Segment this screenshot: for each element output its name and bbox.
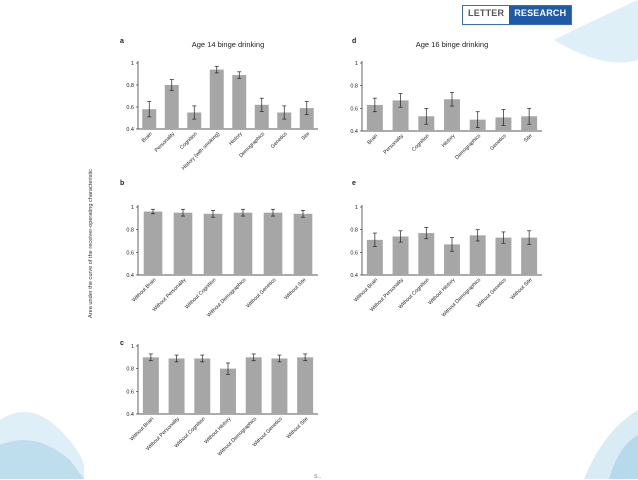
category-label: Without Brain xyxy=(129,416,155,442)
category-label: Site xyxy=(301,131,312,142)
category-label: Without Site xyxy=(286,416,310,440)
bar-c-0 xyxy=(142,357,159,414)
category-label: Without Brain xyxy=(131,277,157,303)
category-label: Without Genetics xyxy=(245,277,277,309)
chart-title: Age 14 binge drinking xyxy=(192,40,265,49)
bar-e-6 xyxy=(521,237,538,275)
y-tick-label: 0.8 xyxy=(350,84,358,90)
y-tick-label: 1 xyxy=(355,61,358,67)
category-label: Without Site xyxy=(510,277,534,301)
bar-e-3 xyxy=(444,244,460,275)
bar-a-6 xyxy=(277,112,292,129)
bar-c-4 xyxy=(245,357,262,414)
panel-a: a Age 14 binge drinking 1 0.8 0.6 0.4 Brain Per… xyxy=(120,38,318,171)
panel-letter: b xyxy=(120,180,124,187)
bar-a-7 xyxy=(299,108,314,129)
y-tick-label: 0.8 xyxy=(126,83,134,89)
bar-d-1 xyxy=(392,100,409,131)
category-label: Site xyxy=(523,133,534,144)
category-label: Personality xyxy=(383,133,406,156)
y-tick-label: 1 xyxy=(131,344,134,350)
category-label: History xyxy=(441,133,457,149)
panel-letter: a xyxy=(120,38,124,45)
bar-b-1 xyxy=(173,212,193,275)
y-tick-label: 0.4 xyxy=(126,127,134,133)
y-tick-label: 0.4 xyxy=(126,412,134,418)
badge-research: RESEARCH xyxy=(509,6,572,24)
y-tick-label: 0.6 xyxy=(126,105,134,111)
y-tick-label: 0.4 xyxy=(350,273,358,279)
bar-e-0 xyxy=(366,239,383,275)
category-label: Genetics xyxy=(270,131,289,150)
category-label: Genetics xyxy=(489,133,508,152)
category-label: Cognition xyxy=(411,133,431,153)
y-tick-label: 0.6 xyxy=(126,250,134,256)
bar-a-3 xyxy=(209,69,224,129)
bar-e-2 xyxy=(418,233,435,275)
footer-fragment: S... xyxy=(314,474,322,480)
bar-c-5 xyxy=(271,358,288,414)
bar-c-1 xyxy=(168,358,185,414)
y-tick-label: 0.6 xyxy=(350,250,358,256)
left-margin xyxy=(0,0,84,479)
panel-letter: d xyxy=(352,38,356,45)
y-tick-label: 0.8 xyxy=(350,228,358,234)
bar-b-3 xyxy=(233,212,253,275)
category-label: Brain xyxy=(141,131,154,144)
y-tick-label: 1 xyxy=(131,205,134,211)
bar-c-3 xyxy=(220,368,236,414)
bar-d-0 xyxy=(366,104,383,131)
chart-title: Age 16 binge drinking xyxy=(416,40,489,49)
bar-e-5 xyxy=(495,237,512,275)
category-label: Demographics xyxy=(454,133,482,161)
badge-letter: LETTER xyxy=(463,6,510,24)
bar-a-4 xyxy=(232,75,247,129)
bar-e-4 xyxy=(469,235,486,275)
y-tick-label: 0.4 xyxy=(126,273,134,279)
bar-d-3 xyxy=(444,99,460,131)
bar-a-0 xyxy=(142,109,157,129)
bar-b-0 xyxy=(143,211,163,275)
y-tick-label: 1 xyxy=(131,61,134,67)
category-label: Personality xyxy=(154,131,177,154)
y-tick-label: 0.6 xyxy=(350,106,358,112)
category-label: Without Brain xyxy=(353,277,379,303)
category-label: Brain xyxy=(366,133,379,146)
decorative-wave-left xyxy=(0,412,84,479)
y-tick-label: 0.8 xyxy=(126,367,134,373)
category-label: History xyxy=(228,131,244,147)
panel-letter: e xyxy=(352,180,356,187)
right-margin xyxy=(554,0,638,479)
y-tick-label: 0.8 xyxy=(126,228,134,234)
bar-e-1 xyxy=(392,236,409,275)
y-tick-label: 1 xyxy=(355,205,358,211)
bar-a-2 xyxy=(187,112,202,129)
y-tick-label: 0.4 xyxy=(350,129,358,135)
bar-a-1 xyxy=(164,85,179,129)
panel-letter: c xyxy=(120,340,124,347)
y-tick-label: 0.6 xyxy=(126,389,134,395)
bar-c-6 xyxy=(297,357,314,414)
category-label: Without Cognition xyxy=(184,277,217,310)
journal-badge: LETTER RESEARCH xyxy=(462,5,573,25)
category-label: Cognition xyxy=(179,131,199,151)
bar-c-2 xyxy=(194,358,211,414)
bar-b-5 xyxy=(293,213,313,275)
category-label: History (with smoking) xyxy=(181,131,222,172)
panel-d: d Age 16 binge drinking 1 0.8 0.6 0.4 Brain Per… xyxy=(350,38,542,161)
category-label: Without Personality xyxy=(152,277,188,313)
bar-b-4 xyxy=(263,212,283,275)
decorative-wave-right xyxy=(554,0,638,479)
bar-b-2 xyxy=(203,213,223,275)
category-label: Without Site xyxy=(283,277,307,301)
bar-a-5 xyxy=(254,104,269,129)
